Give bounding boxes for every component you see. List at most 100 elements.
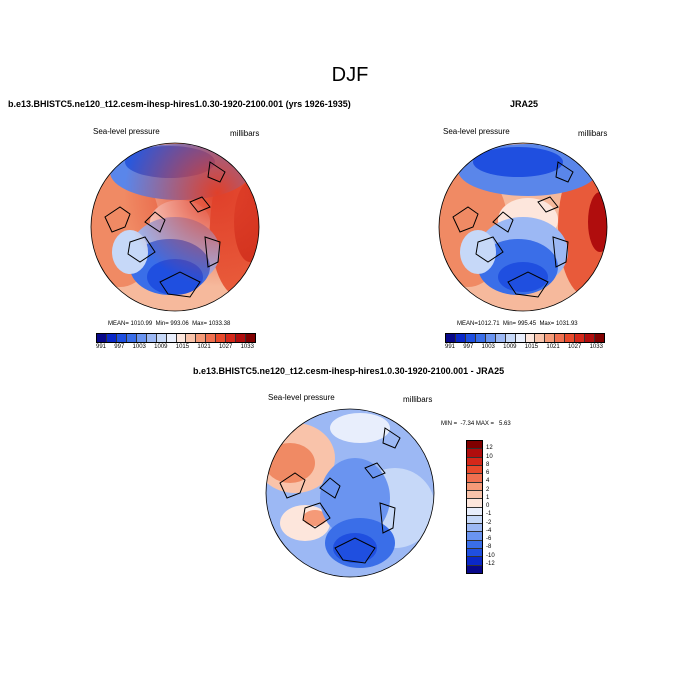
colorbar-obs-swatch xyxy=(495,334,506,342)
panel-stats: MEAN= 1010.99 Min= 993.06 Max= 1033.38 xyxy=(108,321,230,327)
colorbar-diff-swatch xyxy=(467,482,482,491)
colorbar-diff-tick-label: -10 xyxy=(486,552,495,559)
colorbar-model-swatch xyxy=(226,334,237,342)
diff-stats: MIN = -7.34 MAX = 5.63 xyxy=(441,421,511,427)
colorbar-diff-swatch xyxy=(467,557,482,566)
colorbar-model-tick-label: 1003 xyxy=(132,344,146,350)
colorbar-diff-swatch xyxy=(467,507,482,516)
colorbar-obs-labels: 991 997 1003 1009 1015 1021 1027 1033 xyxy=(445,344,603,350)
stats-max-label: Max= xyxy=(539,321,555,327)
colorbar-diff-tick-label: 10 xyxy=(486,453,493,460)
colorbar-diff-swatch xyxy=(467,524,482,533)
colorbar-model-tick-label: 1015 xyxy=(175,344,190,350)
stats-mean: 1010.99 xyxy=(130,321,153,327)
colorbar-obs-swatch xyxy=(525,334,536,342)
colorbar-model-tick-label: 991 xyxy=(96,344,107,350)
colorbar-obs-tick-label: 1027 xyxy=(567,344,582,350)
colorbar-model-swatch xyxy=(116,334,127,342)
colorbar-model-swatch xyxy=(186,334,197,342)
figure-title: DJF xyxy=(331,64,369,86)
colorbar-obs-swatch xyxy=(515,334,526,342)
colorbar-obs-swatch xyxy=(455,334,466,342)
colorbar-model-swatch xyxy=(216,334,227,342)
colorbar-obs-tick-label: 1033 xyxy=(589,344,603,350)
colorbar-diff-swatch xyxy=(467,449,482,458)
polar-map-model xyxy=(90,142,260,312)
colorbar-diff-tick-label: 1 xyxy=(486,494,490,501)
colorbar-model-tick-label: 1021 xyxy=(197,344,211,350)
colorbar-model-labels: 991 997 1003 1009 1015 1021 1027 1033 xyxy=(96,344,254,350)
colorbar-diff-tick-label: -1 xyxy=(486,511,492,518)
colorbar-model-swatch xyxy=(156,334,167,342)
colorbar-diff-tick-label: 2 xyxy=(486,486,490,493)
stats-max: 1033.38 xyxy=(208,321,231,327)
colorbar-model-swatch xyxy=(126,334,137,342)
colorbar-obs-tick-label: 1015 xyxy=(524,344,539,350)
colorbar-obs-swatch xyxy=(565,334,576,342)
stats-min-label: Min= xyxy=(502,321,517,327)
colorbar-obs-swatch xyxy=(555,334,566,342)
colorbar-obs-swatch xyxy=(545,334,556,342)
colorbar-model-swatch xyxy=(97,334,107,342)
colorbar-obs-swatch xyxy=(535,334,546,342)
colorbar-diff-swatch xyxy=(467,532,482,541)
colorbar-diff-tick-label: -12 xyxy=(486,560,495,567)
stats-max: 1031.93 xyxy=(555,321,578,327)
colorbar-diff-labels: 12 10 8 6 4 2 1 0 -1 -2 -4 -6 -8 -10 -12 xyxy=(486,440,516,572)
panel-variable-label: Sea-level pressure xyxy=(268,393,335,402)
colorbar-model-swatch xyxy=(146,334,157,342)
colorbar-model-tick-label: 1009 xyxy=(154,344,168,350)
colorbar-obs-tick-label: 1009 xyxy=(503,344,517,350)
colorbar-obs-swatch xyxy=(485,334,496,342)
panel-units-label: millibars xyxy=(403,395,433,404)
colorbar-diff-swatch xyxy=(467,474,482,483)
colorbar-diff-swatch xyxy=(467,441,482,450)
colorbar-obs-swatch xyxy=(465,334,476,342)
colorbar-model-swatch xyxy=(236,334,247,342)
stats-min: 995.45 xyxy=(517,321,537,327)
colorbar-obs-tick-label: 991 xyxy=(445,344,456,350)
colorbar-obs-tick-label: 1003 xyxy=(481,344,495,350)
colorbar-model-swatch xyxy=(206,334,217,342)
panel-variable-label: Sea-level pressure xyxy=(443,127,510,136)
colorbar-diff-tick-label: 4 xyxy=(486,478,490,485)
stats-min-label: Min= xyxy=(155,321,169,327)
polar-map-obs xyxy=(438,142,608,312)
colorbar-diff-swatch xyxy=(467,457,482,466)
stats-mean: 1012.71 xyxy=(477,321,500,327)
colorbar-model-swatch xyxy=(176,334,187,342)
colorbar-diff-tick-label: -8 xyxy=(486,544,492,551)
colorbar-model-swatch xyxy=(106,334,117,342)
colorbar-diff-swatch xyxy=(467,465,482,475)
colorbar-diff xyxy=(466,440,483,574)
colorbar-diff-swatch xyxy=(467,490,482,500)
stats-mean-label: MEAN= xyxy=(457,321,478,327)
panel-title-obs: JRA25 xyxy=(510,99,539,109)
colorbar-obs-swatch xyxy=(585,334,596,342)
colorbar-diff-swatch xyxy=(467,540,482,550)
colorbar-diff-tick-label: 12 xyxy=(486,445,493,452)
colorbar-diff-tick-label: 8 xyxy=(486,461,490,468)
panel-units-label: millibars xyxy=(230,129,260,138)
colorbar-obs xyxy=(445,333,605,343)
stats-min: 993.06 xyxy=(170,321,189,327)
stats-max-label: Max= xyxy=(192,321,207,327)
colorbar-model-tick-label: 1027 xyxy=(218,344,233,350)
colorbar-obs-swatch xyxy=(475,334,486,342)
colorbar-diff-swatch xyxy=(467,565,482,573)
panel-title-model: b.e13.BHISTC5.ne120_t12.cesm-ihesp-hires… xyxy=(8,99,351,109)
colorbar-diff-tick-label: -6 xyxy=(486,536,492,542)
polar-map-diff xyxy=(265,408,435,578)
colorbar-diff-tick-label: -4 xyxy=(486,527,492,534)
colorbar-model-swatch xyxy=(246,334,255,342)
colorbar-obs-swatch xyxy=(505,334,516,342)
colorbar-model xyxy=(96,333,256,343)
panel-title-diff: b.e13.BHISTC5.ne120_t12.cesm-ihesp-hires… xyxy=(193,366,505,376)
colorbar-obs-tick-label: 1021 xyxy=(546,344,560,350)
panel-stats: MEAN=1012.71 Min= 995.45 Max= 1031.93 xyxy=(457,321,578,327)
colorbar-diff-swatch xyxy=(467,499,482,508)
colorbar-model-tick-label: 1033 xyxy=(240,344,254,350)
colorbar-diff-tick-label: -2 xyxy=(486,519,492,526)
colorbar-obs-swatch xyxy=(446,334,456,342)
colorbar-model-tick-label: 997 xyxy=(114,344,125,350)
